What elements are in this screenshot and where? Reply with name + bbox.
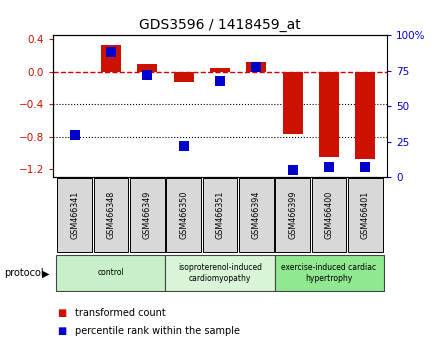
FancyBboxPatch shape <box>130 178 165 252</box>
Text: GSM466350: GSM466350 <box>179 191 188 239</box>
Text: GSM466401: GSM466401 <box>361 191 370 239</box>
FancyBboxPatch shape <box>275 178 310 252</box>
Text: ■: ■ <box>57 326 66 336</box>
Text: GSM466399: GSM466399 <box>288 191 297 239</box>
Text: control: control <box>98 268 125 278</box>
Bar <box>319 72 339 157</box>
Point <box>326 164 333 170</box>
FancyBboxPatch shape <box>56 255 165 291</box>
Text: GSM466348: GSM466348 <box>106 191 115 239</box>
Bar <box>356 72 375 159</box>
FancyBboxPatch shape <box>166 178 201 252</box>
Point <box>289 167 296 173</box>
Bar <box>101 45 121 72</box>
Point <box>71 132 78 137</box>
Text: ▶: ▶ <box>42 268 49 278</box>
Point <box>107 50 114 55</box>
Text: GSM466351: GSM466351 <box>216 191 224 239</box>
Bar <box>246 62 266 72</box>
Text: GDS3596 / 1418459_at: GDS3596 / 1418459_at <box>139 18 301 32</box>
FancyBboxPatch shape <box>94 178 128 252</box>
Point <box>216 78 224 84</box>
Point <box>144 72 151 78</box>
Text: GSM466394: GSM466394 <box>252 191 261 239</box>
FancyBboxPatch shape <box>312 178 346 252</box>
FancyBboxPatch shape <box>275 255 384 291</box>
FancyBboxPatch shape <box>239 178 274 252</box>
Bar <box>137 64 158 72</box>
FancyBboxPatch shape <box>348 178 383 252</box>
FancyBboxPatch shape <box>57 178 92 252</box>
Point <box>180 143 187 149</box>
Text: isoproterenol-induced
cardiomyopathy: isoproterenol-induced cardiomyopathy <box>178 263 262 282</box>
FancyBboxPatch shape <box>165 255 275 291</box>
Text: GSM466341: GSM466341 <box>70 191 79 239</box>
Text: ■: ■ <box>57 308 66 318</box>
Bar <box>283 72 303 134</box>
Point <box>253 64 260 69</box>
Bar <box>210 68 230 72</box>
Bar <box>174 72 194 82</box>
Point <box>362 164 369 170</box>
Text: transformed count: transformed count <box>75 308 165 318</box>
FancyBboxPatch shape <box>202 178 238 252</box>
Text: protocol: protocol <box>4 268 44 278</box>
Text: exercise-induced cardiac
hypertrophy: exercise-induced cardiac hypertrophy <box>282 263 377 282</box>
Text: GSM466400: GSM466400 <box>325 191 334 239</box>
Text: percentile rank within the sample: percentile rank within the sample <box>75 326 240 336</box>
Text: GSM466349: GSM466349 <box>143 191 152 239</box>
